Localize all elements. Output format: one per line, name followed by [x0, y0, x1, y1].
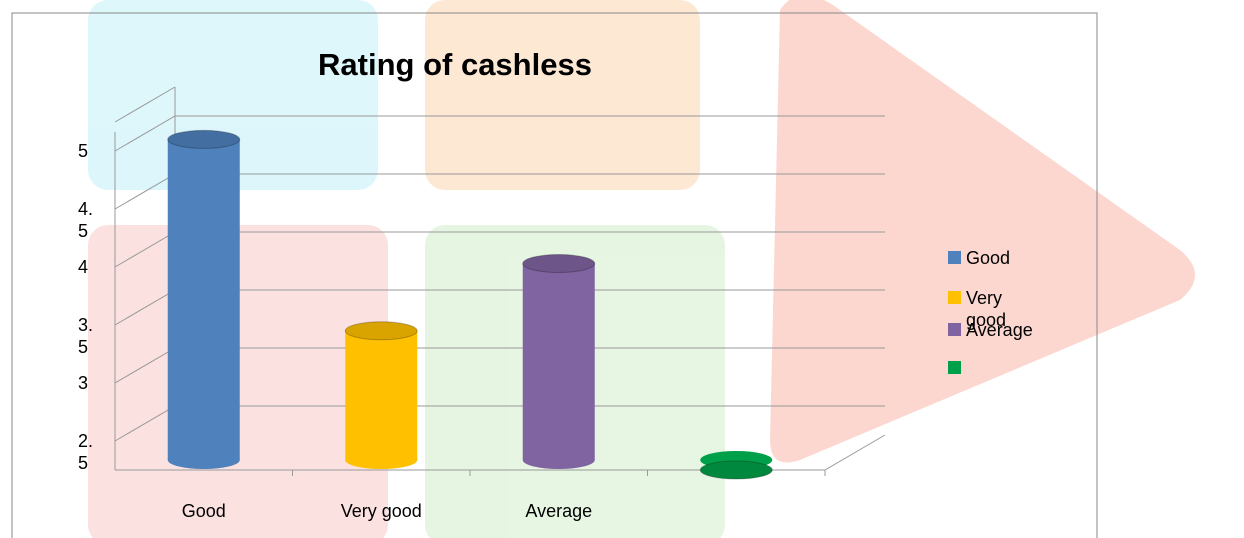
- chart-title: Rating of cashless: [318, 47, 592, 82]
- legend-swatch: [948, 361, 961, 374]
- bar-top: [522, 254, 596, 274]
- y-tick-label: 3.5: [78, 315, 94, 357]
- bar: [344, 321, 418, 469]
- grid-line: [114, 115, 885, 152]
- watermark-tile: [88, 0, 378, 190]
- legend-label: Very good: [966, 288, 1007, 330]
- bar-top: [344, 321, 418, 341]
- watermark: [88, 0, 1195, 538]
- bar-body: [345, 330, 418, 460]
- x-tick-label: Very good: [341, 501, 422, 521]
- y-tick-label: 4.5: [78, 199, 94, 241]
- chart-border: [11, 12, 1098, 538]
- bar-top: [699, 460, 773, 480]
- legend-swatch: [948, 291, 961, 304]
- y-tick-label: 2.5: [78, 431, 94, 473]
- watermark-triangle: [770, 0, 1195, 463]
- y-tick-label: 5: [78, 141, 89, 161]
- bar-body: [167, 139, 240, 460]
- bar: [167, 129, 241, 469]
- bar-base: [345, 451, 418, 469]
- y-tick-label: 3: [78, 373, 89, 393]
- y-tick-label: 4: [78, 257, 89, 277]
- bar-top: [167, 129, 241, 149]
- watermark-tile: [425, 0, 700, 190]
- legend-swatch: [948, 251, 961, 264]
- bar-base: [522, 451, 595, 469]
- legend-label: Good: [966, 248, 1011, 268]
- x-tick-label: Good: [182, 501, 226, 521]
- legend-swatch: [948, 323, 961, 336]
- legend-label: Average: [966, 320, 1033, 340]
- bar: [522, 254, 596, 469]
- bar: [699, 451, 773, 480]
- bar-base: [167, 451, 240, 469]
- x-tick-label: Average: [525, 501, 592, 521]
- axis-wall: [114, 86, 176, 123]
- bar-body: [522, 263, 595, 460]
